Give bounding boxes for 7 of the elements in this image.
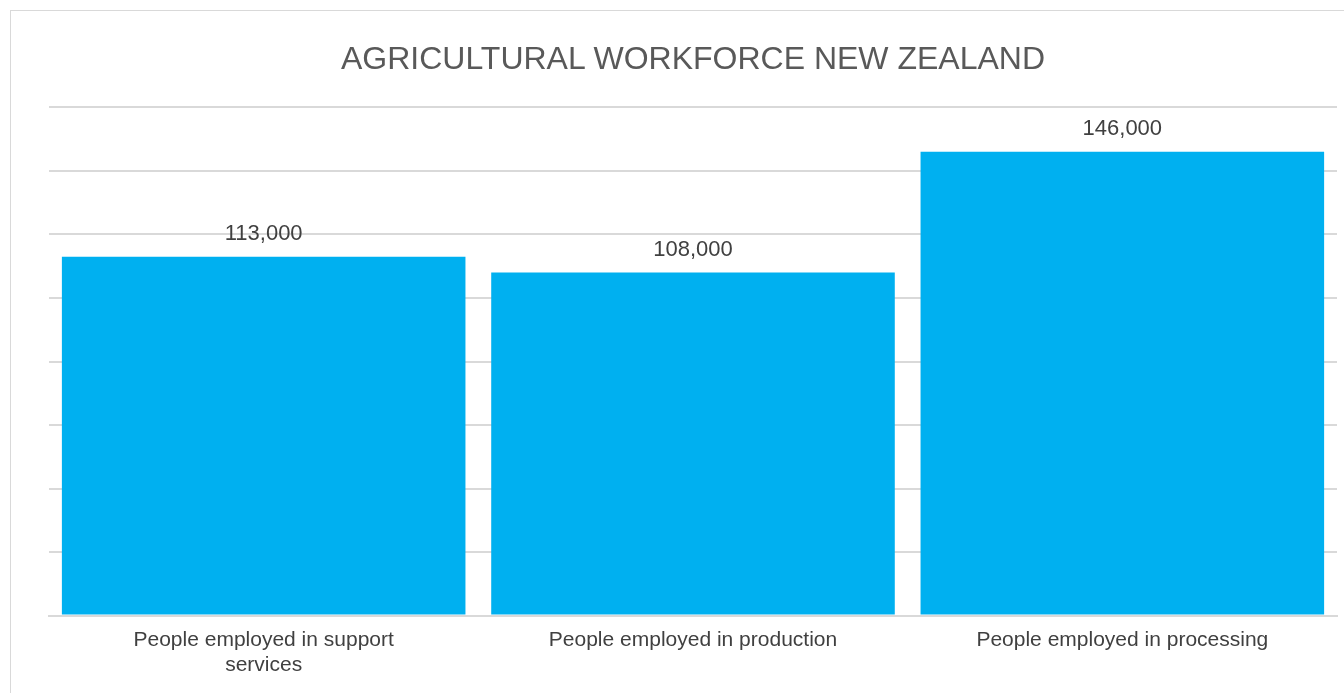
x-tick-label: People employed in production xyxy=(548,627,838,650)
x-tick-label: People employed in processing xyxy=(976,627,1269,650)
x-tick-label: People employed in support services xyxy=(133,627,394,676)
data-label: 108,000 xyxy=(653,235,733,261)
data-label: 113,000 xyxy=(224,219,303,245)
chart-title: AGRICULTURAL WORKFORCE NEW ZEALAND xyxy=(340,40,1046,77)
data-label: 146,000 xyxy=(1082,114,1163,140)
